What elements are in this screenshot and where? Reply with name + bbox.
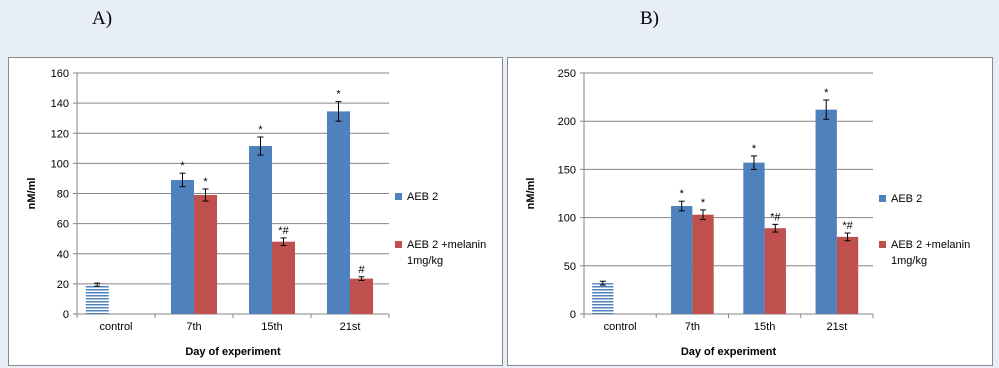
significance-label: # [358,264,365,276]
y-tick-label: 0 [570,309,576,321]
bar-aeb2-melanin [764,228,786,314]
x-axis-title: Day of experiment [681,346,777,358]
y-tick-label: 80 [57,189,69,201]
bar-aeb2 [248,146,272,314]
significance-label: * [752,143,757,155]
control-bar [85,284,109,314]
significance-label: * [258,124,263,136]
y-tick-label: 120 [51,128,69,140]
y-tick-label: 60 [57,219,69,231]
legend-label: AEB 2 [407,191,438,203]
bar-aeb2-melanin [272,241,296,314]
x-tick-label: 15th [261,321,282,333]
legend-label: AEB 2 +melanin 1mg/kg [407,239,486,267]
bar-aeb2 [743,162,765,314]
bar-aeb2-melanin [692,214,714,314]
bar-aeb2-melanin [350,278,374,314]
x-tick-label: control [604,321,637,333]
x-tick-label: 21st [340,321,361,333]
x-tick-label: control [99,321,132,333]
bar-aeb2-melanin [194,195,218,314]
bar-aeb2 [170,179,194,314]
panel-label-b: B) [640,8,659,29]
x-axis-title: Day of experiment [185,346,281,358]
y-tick-label: 100 [51,158,69,170]
y-tick-label: 140 [51,98,69,110]
y-tick-label: 0 [63,309,69,321]
significance-label: * [680,188,685,200]
legend-swatch [395,193,402,200]
chart-b-frame: 0 50 100 150 200 250 control 7th 15th 21st * * * * *# *… [507,57,993,366]
bar-aeb2 [326,111,350,314]
x-tick-label: 7th [186,321,201,333]
significance-label: * [336,89,341,101]
chart-a: 0 20 40 60 80 100 120 140 160 control 7th 15th 21st *… [26,68,486,358]
significance-label: * [701,197,706,209]
control-bar [592,283,614,314]
significance-label: * [203,176,208,188]
bar-aeb2-melanin [836,236,859,314]
panel-label-a: A) [92,8,113,29]
y-tick-label: 20 [57,279,69,291]
legend: AEB 2 AEB 2 +melanin 1mg/kg [879,193,970,267]
bar-aeb2 [671,206,693,314]
y-axis-title: nM/ml [525,178,537,210]
y-axis-title: nM/ml [26,178,38,210]
legend-label: AEB 2 +melanin 1mg/kg [891,239,970,267]
chart-a-frame: 0 20 40 60 80 100 120 140 160 control 7th 15th 21st *… [8,57,503,366]
legend-swatch [879,195,886,202]
y-tick-label: 50 [564,261,576,273]
chart-b: 0 50 100 150 200 250 control 7th 15th 21st * * * * *# *… [525,68,970,358]
x-tick-label: 21st [826,321,847,333]
significance-label: * [824,87,829,99]
x-tick-label: 15th [754,321,775,333]
significance-label: *# [842,220,853,232]
legend-label: AEB 2 [891,193,922,205]
legend: AEB 2 AEB 2 +melanin 1mg/kg [395,191,486,267]
y-tick-label: 200 [558,116,576,128]
y-tick-label: 250 [558,68,576,80]
y-tick-label: 150 [558,164,576,176]
y-tick-label: 160 [51,68,69,80]
legend-swatch [879,241,886,248]
significance-label: *# [278,225,289,237]
significance-label: * [180,160,185,172]
x-tick-label: 7th [685,321,700,333]
legend-swatch [395,241,402,248]
bar-aeb2 [815,109,837,314]
y-tick-label: 100 [558,213,576,225]
significance-label: *# [770,211,781,223]
y-tick-label: 40 [57,249,69,261]
